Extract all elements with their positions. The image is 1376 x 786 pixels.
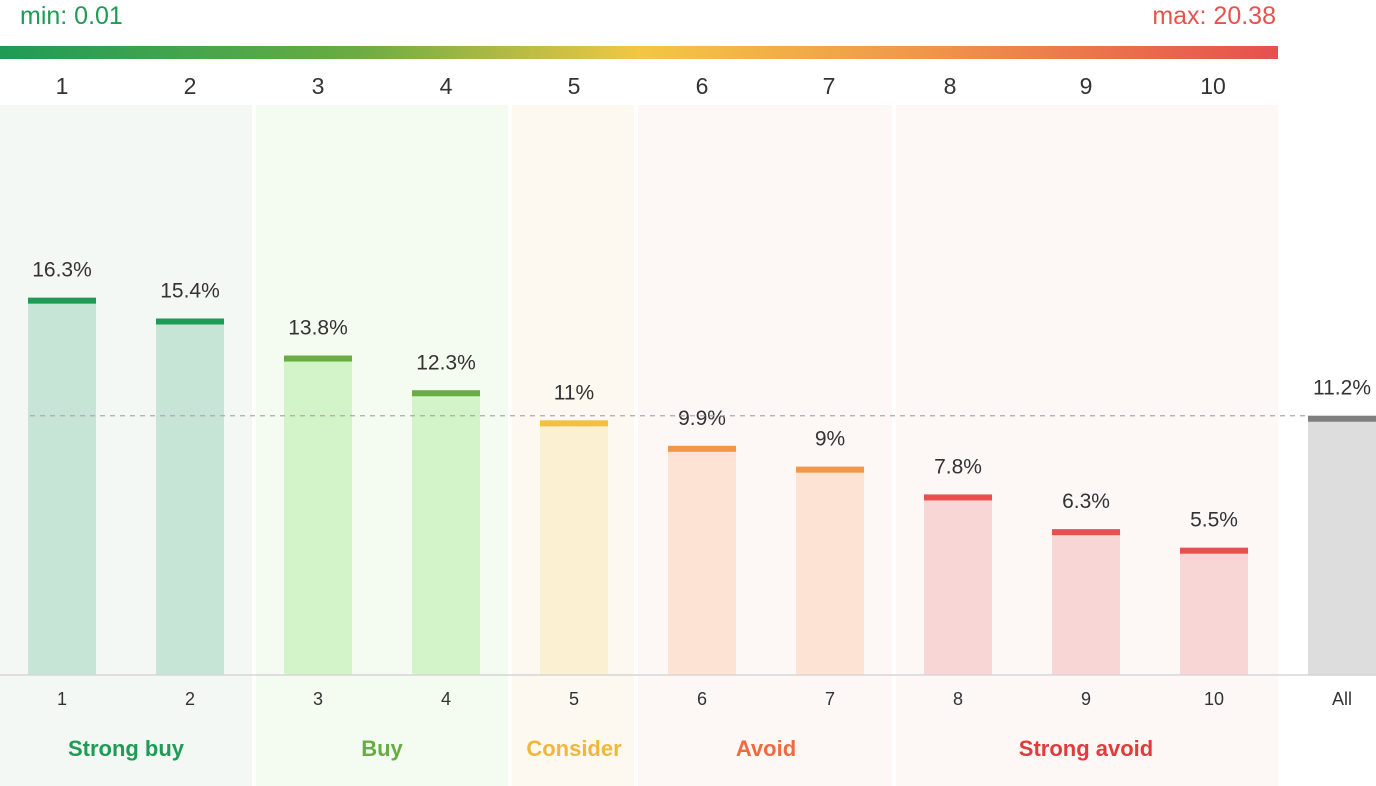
score-gradient-bar: [0, 46, 1278, 59]
value-label-2: 15.4%: [160, 279, 220, 302]
value-label-6: 9.9%: [678, 407, 726, 430]
category-tick-7: 7: [825, 689, 835, 709]
bar-cap-2: [156, 318, 224, 325]
group-label-consider: Consider: [526, 736, 622, 761]
bar-cap-all: [1308, 415, 1376, 422]
category-tick-3: 3: [313, 689, 323, 709]
group-panel-strong-avoid: [896, 105, 1278, 786]
group-label-strong-avoid: Strong avoid: [1019, 736, 1153, 761]
bar-7: [796, 466, 864, 675]
bar-2: [156, 318, 224, 675]
bar-5: [540, 420, 608, 675]
scale-tick-3: 3: [312, 73, 325, 99]
scale-tick-4: 4: [440, 73, 453, 99]
value-label-5: 11%: [554, 381, 594, 404]
category-tick-5: 5: [569, 689, 579, 709]
bar-cap-5: [540, 420, 608, 427]
category-tick-9: 9: [1081, 689, 1091, 709]
value-label-9: 6.3%: [1062, 490, 1110, 513]
bar-cap-9: [1052, 529, 1120, 536]
bar-cap-3: [284, 355, 352, 362]
bar-cap-6: [668, 445, 736, 452]
group-label-strong-buy: Strong buy: [68, 736, 185, 761]
value-label-10: 5.5%: [1190, 509, 1238, 532]
category-tick-4: 4: [441, 689, 451, 709]
bar-cap-8: [924, 494, 992, 501]
group-panel-avoid: [638, 105, 892, 786]
bar-9: [1052, 529, 1120, 675]
category-tick-6: 6: [697, 689, 707, 709]
value-label-1: 16.3%: [32, 259, 92, 282]
value-label-3: 13.8%: [288, 317, 348, 340]
scale-min-label: min: 0.01: [20, 2, 123, 30]
value-label-7: 9%: [815, 428, 845, 451]
bar-8: [924, 494, 992, 675]
bar-1: [28, 297, 96, 675]
bar-4: [412, 390, 480, 675]
group-label-avoid: Avoid: [736, 736, 796, 761]
value-label-8: 7.8%: [934, 455, 982, 478]
scale-tick-8: 8: [944, 73, 957, 99]
group-label-buy: Buy: [361, 736, 403, 761]
bar-10: [1180, 547, 1248, 675]
scale-tick-6: 6: [696, 73, 709, 99]
category-tick-10: 10: [1204, 689, 1224, 709]
category-tick-2: 2: [185, 689, 195, 709]
scale-tick-7: 7: [823, 73, 836, 99]
value-label-all: 11.2%: [1313, 377, 1371, 400]
scale-tick-9: 9: [1080, 73, 1093, 99]
scale-tick-5: 5: [568, 73, 581, 99]
category-tick-all: All: [1332, 689, 1352, 709]
scale-max-label: max: 20.38: [1152, 2, 1276, 30]
scale-tick-10: 10: [1200, 73, 1226, 99]
bar-cap-1: [28, 297, 96, 304]
bar-cap-7: [796, 466, 864, 473]
bar-cap-10: [1180, 547, 1248, 554]
bar-cap-4: [412, 390, 480, 397]
scale-tick-2: 2: [184, 73, 197, 99]
scale-tick-1: 1: [56, 73, 69, 99]
category-tick-8: 8: [953, 689, 963, 709]
bar-all: [1308, 415, 1376, 675]
value-label-4: 12.3%: [416, 351, 476, 374]
bar-6: [668, 445, 736, 675]
bar-3: [284, 355, 352, 675]
category-tick-1: 1: [57, 689, 67, 709]
